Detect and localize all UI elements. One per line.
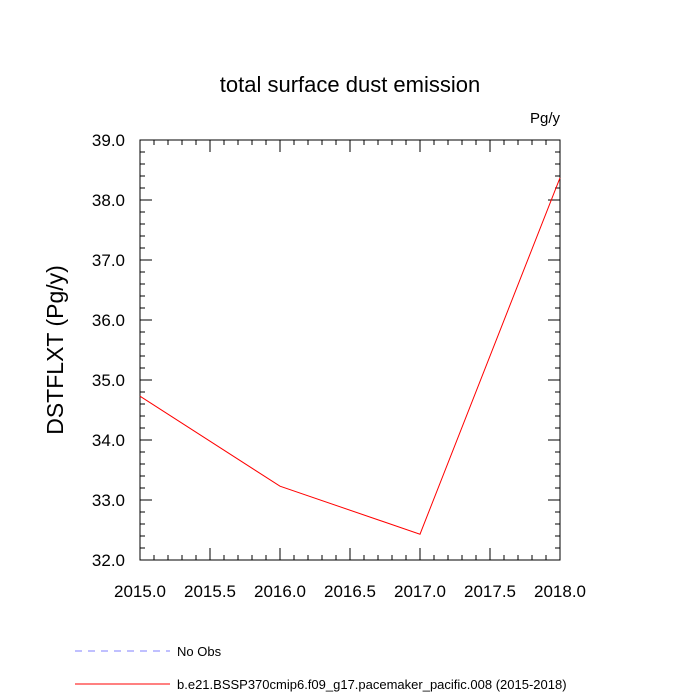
x-tick-label: 2017.0 — [394, 582, 446, 601]
legend: No Obs b.e21.BSSP370cmip6.f09_g17.pacema… — [75, 644, 567, 692]
series-layer — [139, 177, 561, 535]
y-axis-label: DSTFLXT (Pg/y) — [42, 265, 68, 435]
y-tick-label: 38.0 — [92, 191, 125, 210]
y-tick-label: 32.0 — [92, 551, 125, 570]
units-label: Pg/y — [530, 110, 561, 127]
legend-label-model: b.e21.BSSP370cmip6.f09_g17.pacemaker_pac… — [177, 677, 567, 692]
y-tick-label: 35.0 — [92, 371, 125, 390]
y-tick-label: 34.0 — [92, 431, 125, 450]
plot-frame — [139, 139, 561, 561]
legend-label-no-obs: No Obs — [177, 644, 222, 659]
y-axis-ticks — [140, 139, 560, 561]
y-tick-label: 33.0 — [92, 491, 125, 510]
x-tick-label: 2015.5 — [184, 582, 236, 601]
x-tick-label: 2018.0 — [534, 582, 586, 601]
x-tick-label: 2016.5 — [324, 582, 376, 601]
y-tick-label: 37.0 — [92, 251, 125, 270]
x-tick-label: 2017.5 — [464, 582, 516, 601]
series-line-0 — [139, 177, 561, 535]
y-tick-label: 39.0 — [92, 131, 125, 150]
chart-title: total surface dust emission — [220, 72, 480, 97]
x-axis-tick-labels: 2015.0 2015.5 2016.0 2016.5 2017.0 2017.5 2018… — [114, 582, 586, 601]
x-tick-label: 2015.0 — [114, 582, 166, 601]
x-tick-label: 2016.0 — [254, 582, 306, 601]
y-axis-tick-labels: 32.0 33.0 34.0 35.0 36.0 37.0 38.0 39.0 — [92, 131, 125, 570]
x-axis-ticks — [139, 140, 561, 560]
y-tick-label: 36.0 — [92, 311, 125, 330]
